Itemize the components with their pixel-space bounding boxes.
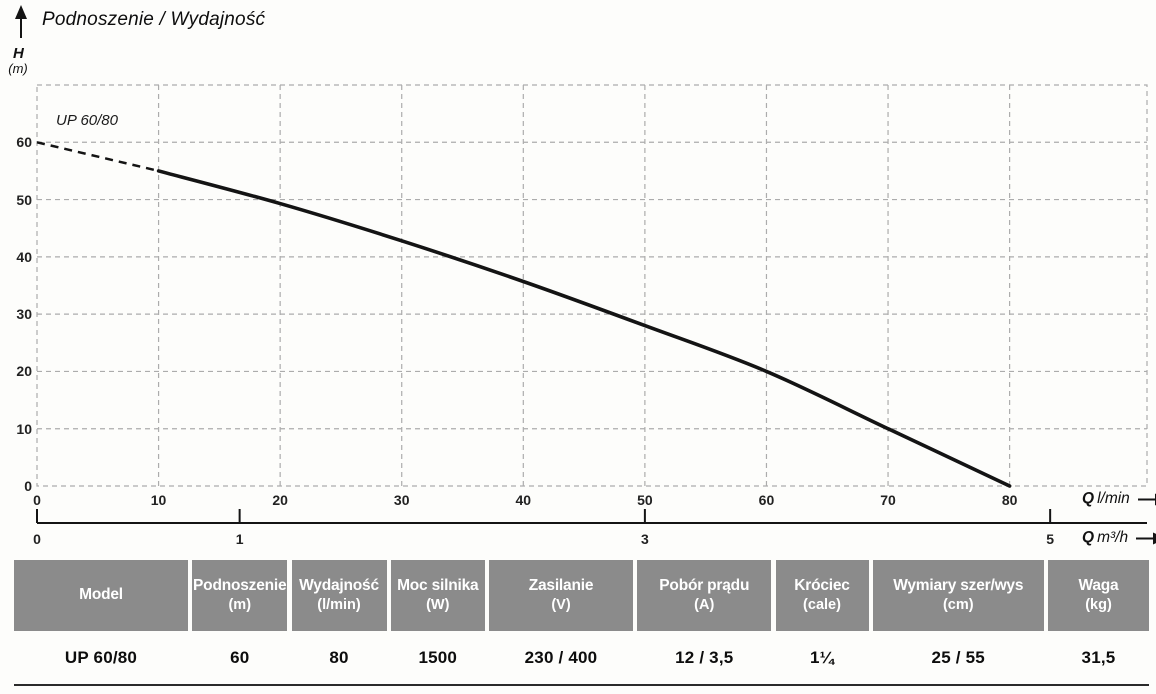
- y-tick-label: 40: [16, 248, 32, 265]
- y-tick-label: 50: [16, 191, 32, 208]
- chart-title: Podnoszenie / Wydajność: [42, 9, 266, 30]
- table-header-cell: Króciec (cale): [775, 560, 869, 631]
- y-axis-unit: (m): [8, 61, 28, 76]
- table-bottom-rule: [14, 684, 1149, 686]
- table-header-unit: (kg): [1085, 596, 1112, 613]
- x-tick-label: 30: [393, 492, 410, 508]
- y-axis-up-arrow-icon: [15, 5, 27, 38]
- table-cell: 1¼: [809, 647, 835, 667]
- secondary-x-tick-label: 1: [235, 531, 244, 547]
- table-cell: UP 60/80: [64, 647, 138, 667]
- curve-series-label: UP 60/80: [56, 112, 118, 129]
- spec-table: Model Podnoszenie (m) Wydajność (l/min) Moc s…: [14, 560, 1149, 686]
- table-header-title: Wymiary szer/wys: [893, 577, 1024, 594]
- table-header-cell: Moc silnika (W): [390, 560, 485, 631]
- flow-symbol: Q: [1082, 490, 1095, 507]
- x-tick-label: 60: [758, 492, 775, 508]
- table-header-title: Pobór prądu: [659, 577, 750, 594]
- x-tick-label: 20: [272, 492, 288, 508]
- x-tick-label: 40: [515, 492, 532, 508]
- x-tick-label: 10: [150, 492, 167, 508]
- right-arrow-icon: [1136, 532, 1156, 544]
- table-header-unit: (l/min): [317, 596, 361, 613]
- table-header-title: Króciec: [794, 577, 850, 594]
- secondary-x-tick-label: 5: [1046, 531, 1055, 547]
- table-header-unit: (cale): [803, 596, 841, 613]
- table-header-title: Wydajność: [299, 577, 379, 594]
- table-header-title: Waga: [1078, 577, 1119, 594]
- spec-table-header-row: Model Podnoszenie (m) Wydajność (l/min) Moc s…: [14, 560, 1149, 631]
- table-cell: 1500: [418, 647, 458, 667]
- pump-curve-chart: [36, 84, 1148, 524]
- x-axis-secondary-unit-label: Q m³/h: [1082, 529, 1156, 547]
- table-header-cell: Wymiary szer/wys (cm): [872, 560, 1044, 631]
- y-axis-symbol: H: [13, 45, 24, 62]
- table-header-title: Zasilanie: [528, 577, 594, 594]
- table-header-unit: (m): [228, 596, 252, 613]
- table-cell: 230 / 400: [524, 647, 598, 667]
- table-cell: 25 / 55: [931, 647, 985, 667]
- flow-symbol: Q: [1082, 529, 1095, 546]
- y-tick-label: 10: [16, 420, 32, 437]
- x-axis-primary-unit-label: Q l/min: [1082, 490, 1156, 508]
- table-header-unit: (A): [694, 596, 715, 613]
- x-tick-label: 70: [880, 492, 896, 508]
- table-header-unit: (cm): [942, 596, 974, 613]
- table-header-cell: Zasilanie (V): [489, 560, 633, 631]
- table-cell: 12 / 3,5: [675, 647, 734, 667]
- y-tick-label: 0: [24, 478, 32, 494]
- table-header-cell: Waga (kg): [1048, 560, 1149, 631]
- pump-curve-dashed-segment: [36, 141, 159, 173]
- table-header-cell: Wydajność (l/min): [291, 560, 387, 631]
- table-header-cell: Model: [14, 560, 188, 631]
- table-header-title: Podnoszenie: [193, 577, 287, 594]
- right-arrow-icon: [1137, 493, 1156, 505]
- flow-unit-m3h: m³/h: [1097, 529, 1129, 546]
- y-tick-label: 20: [16, 363, 32, 380]
- table-header-title: Model: [79, 586, 123, 604]
- table-header-unit: (W): [426, 596, 450, 613]
- y-tick-label: 60: [16, 134, 32, 151]
- x-tick-label: 80: [1001, 492, 1018, 508]
- table-header-unit: (V): [551, 596, 571, 613]
- table-header-title: Moc silnika: [397, 577, 479, 594]
- table-cell: 80: [329, 647, 349, 667]
- secondary-x-tick-label: 3: [640, 531, 649, 547]
- table-cell: 31,5: [1081, 647, 1116, 667]
- x-tick-label: 50: [637, 492, 653, 508]
- flow-unit-lmin: l/min: [1097, 490, 1130, 507]
- table-cell: 60: [230, 647, 250, 667]
- x-tick-label: 0: [33, 492, 41, 508]
- table-header-cell: Podnoszenie (m): [192, 560, 288, 631]
- y-tick-label: 30: [16, 306, 32, 323]
- spec-table-data-row: UP 60/80 60 80 1500 230 / 400 12 / 3,5 1¼ 25 / …: [14, 631, 1149, 684]
- plot-border: [36, 84, 1148, 487]
- secondary-x-tick-label: 0: [33, 531, 41, 547]
- table-header-cell: Pobór prądu (A): [637, 560, 772, 631]
- pump-curve: [156, 169, 1012, 488]
